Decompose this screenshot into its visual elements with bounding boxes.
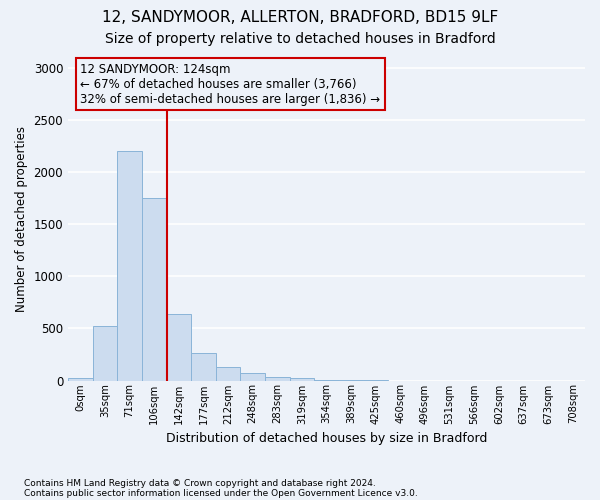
Bar [290,378,314,380]
Bar [142,198,167,380]
Bar [117,152,142,380]
Bar [216,367,241,380]
X-axis label: Distribution of detached houses by size in Bradford: Distribution of detached houses by size … [166,432,487,445]
Bar [92,326,117,380]
Text: Size of property relative to detached houses in Bradford: Size of property relative to detached ho… [104,32,496,46]
Text: 12, SANDYMOOR, ALLERTON, BRADFORD, BD15 9LF: 12, SANDYMOOR, ALLERTON, BRADFORD, BD15 … [102,10,498,25]
Text: Contains public sector information licensed under the Open Government Licence v3: Contains public sector information licen… [24,488,418,498]
Text: 12 SANDYMOOR: 124sqm
← 67% of detached houses are smaller (3,766)
32% of semi-de: 12 SANDYMOOR: 124sqm ← 67% of detached h… [80,62,380,106]
Bar [167,314,191,380]
Y-axis label: Number of detached properties: Number of detached properties [15,126,28,312]
Bar [265,377,290,380]
Bar [191,354,216,380]
Bar [241,372,265,380]
Text: Contains HM Land Registry data © Crown copyright and database right 2024.: Contains HM Land Registry data © Crown c… [24,478,376,488]
Bar [68,378,92,380]
